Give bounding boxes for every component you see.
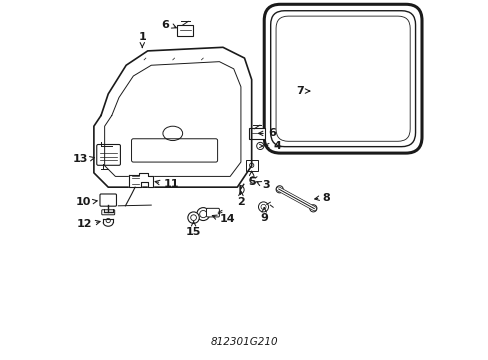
Text: 6: 6 (161, 20, 169, 30)
FancyBboxPatch shape (102, 210, 115, 215)
Text: 4: 4 (273, 140, 281, 150)
Text: 2: 2 (237, 197, 244, 207)
FancyBboxPatch shape (206, 208, 219, 217)
Text: 11: 11 (163, 179, 179, 189)
Text: 6: 6 (268, 129, 276, 138)
Text: 10: 10 (76, 197, 91, 207)
Circle shape (309, 205, 316, 212)
FancyBboxPatch shape (249, 128, 264, 139)
Text: 1: 1 (138, 32, 146, 42)
Polygon shape (129, 173, 153, 187)
Circle shape (187, 212, 199, 224)
Circle shape (196, 208, 209, 221)
FancyBboxPatch shape (245, 160, 257, 171)
Text: 812301G210: 812301G210 (210, 337, 278, 347)
Text: 9: 9 (260, 213, 267, 223)
FancyBboxPatch shape (100, 194, 116, 206)
Text: 3: 3 (262, 180, 269, 190)
Circle shape (276, 186, 283, 193)
Text: 15: 15 (185, 227, 201, 237)
Text: 7: 7 (295, 86, 303, 96)
FancyBboxPatch shape (97, 144, 120, 165)
FancyBboxPatch shape (177, 24, 193, 36)
Text: 5: 5 (247, 177, 255, 187)
Text: 12: 12 (76, 219, 92, 229)
Circle shape (258, 202, 268, 212)
Text: 13: 13 (73, 154, 88, 164)
Text: 14: 14 (219, 214, 235, 224)
Text: 8: 8 (322, 193, 330, 203)
